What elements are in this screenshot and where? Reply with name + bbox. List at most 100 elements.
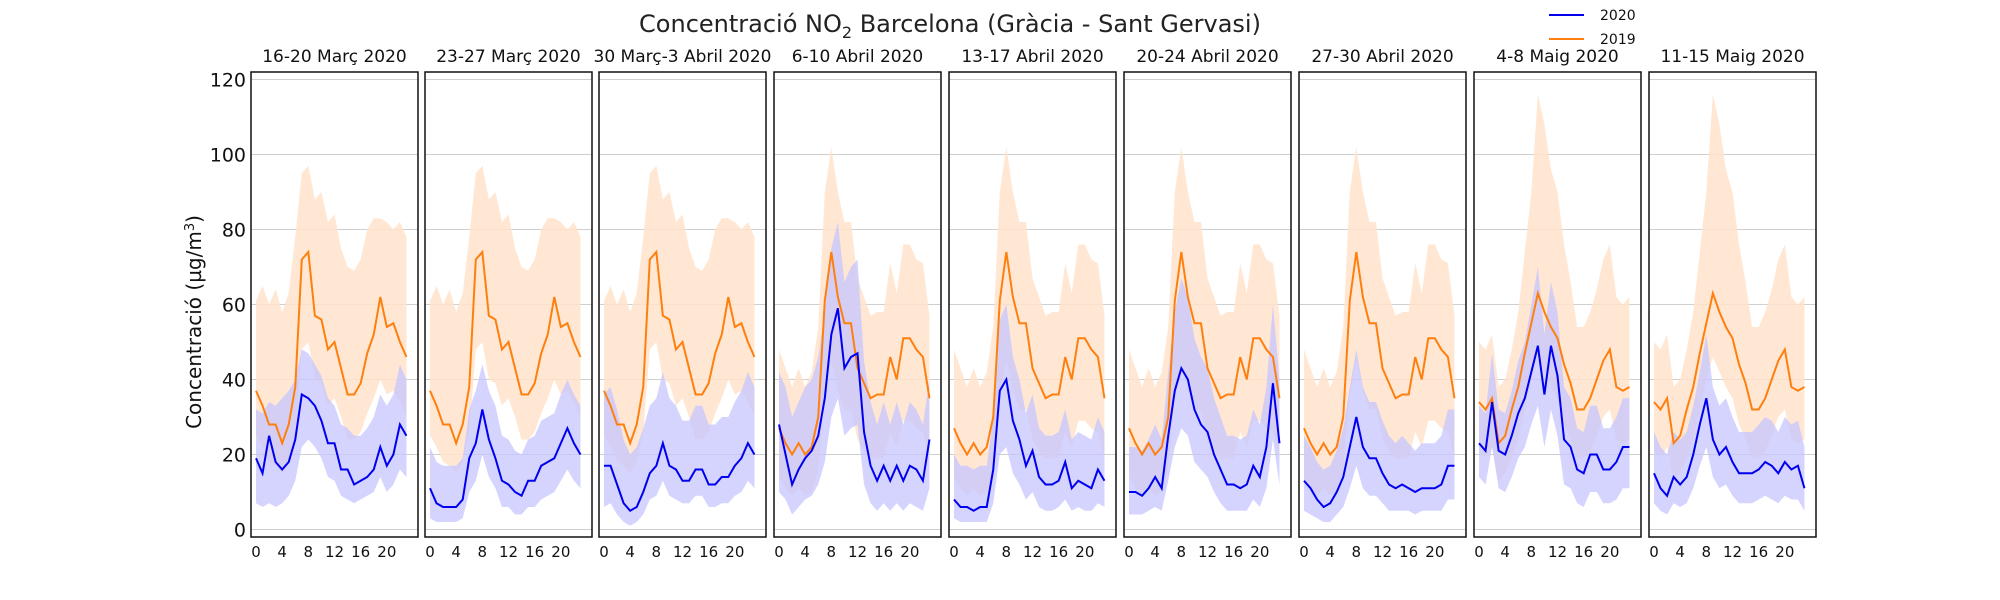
panel-frame	[1123, 71, 1292, 538]
panel-title: 6-10 Abril 2020	[792, 47, 924, 67]
line-2019	[1653, 289, 1805, 446]
x-tick-label: 16	[1049, 543, 1068, 561]
panel-title: 16-20 Març 2020	[262, 47, 407, 67]
band-2020	[604, 372, 755, 526]
line-2020	[604, 439, 756, 513]
panel-frame	[598, 71, 767, 538]
y-tick-label: 40	[222, 370, 246, 392]
y-tick-label: 0	[234, 520, 246, 542]
x-tick-label: 20	[900, 543, 919, 561]
panel-frame	[773, 71, 942, 538]
x-tick-label: 0	[1124, 543, 1134, 561]
x-tick-label: 16	[1399, 543, 1418, 561]
x-tick-label: 8	[304, 543, 314, 561]
legend-label-2020: 2020	[1600, 8, 1636, 24]
x-tick-label: 0	[774, 543, 784, 561]
x-tick-label: 0	[1474, 543, 1484, 561]
legend-label-2019: 2019	[1600, 32, 1636, 48]
band-2020	[1654, 334, 1805, 515]
x-tick-label: 12	[673, 543, 692, 561]
x-tick-label: 12	[848, 543, 867, 561]
x-tick-label: 4	[625, 543, 635, 561]
band-2020	[1479, 267, 1630, 507]
panel-title: 4-8 Maig 2020	[1496, 47, 1618, 67]
x-tick-label: 12	[1023, 543, 1042, 561]
x-tick-label: 4	[975, 543, 985, 561]
x-tick-label: 8	[1702, 543, 1712, 561]
x-tick-label: 8	[1527, 543, 1537, 561]
x-tick-label: 0	[1299, 543, 1309, 561]
panel-title: 30 Març-3 Abril 2020	[594, 47, 772, 67]
x-tick-label: 0	[425, 543, 435, 561]
panel-frame	[250, 71, 419, 538]
panel-frame	[1648, 71, 1817, 538]
x-tick-label: 16	[1749, 543, 1768, 561]
x-tick-label: 4	[1150, 543, 1160, 561]
x-tick-label: 20	[377, 543, 396, 561]
panel-3: 30 Març-3 Abril 2020 0 4 8 12 16 20	[594, 47, 772, 561]
panel-frame	[424, 71, 593, 538]
band-2019	[1304, 147, 1455, 496]
line-2020	[1303, 416, 1455, 509]
x-tick-label: 8	[478, 543, 488, 561]
x-tick-label: 4	[1500, 543, 1510, 561]
line-2020	[1478, 345, 1630, 475]
line-2020	[1129, 365, 1281, 498]
x-tick-label: 0	[949, 543, 959, 561]
x-tick-label: 16	[351, 543, 370, 561]
line-2019	[1303, 251, 1456, 457]
line-2020	[953, 376, 1106, 512]
band-2019	[954, 147, 1105, 496]
x-tick-label: 4	[800, 543, 810, 561]
panel-frame	[1473, 71, 1642, 538]
x-tick-label: 20	[1775, 543, 1794, 561]
y-tick-label: 20	[222, 445, 246, 467]
panel-7: 27-30 Abril 2020 0 4 8 12 16 20	[1298, 47, 1467, 561]
y-tick-label: 120	[210, 70, 246, 92]
x-tick-label: 8	[652, 543, 662, 561]
panel-1: 16-20 Març 2020 0 4 8 12 16 20	[250, 47, 419, 561]
line-2019	[429, 249, 582, 447]
x-tick-label: 16	[525, 543, 544, 561]
line-2020	[429, 409, 582, 508]
line-2019	[255, 249, 408, 447]
panel-frame	[948, 71, 1117, 538]
panel-title: 13-17 Abril 2020	[961, 47, 1103, 67]
x-tick-label: 4	[277, 543, 287, 561]
x-tick-label: 8	[1352, 543, 1362, 561]
x-tick-label: 16	[699, 543, 718, 561]
x-tick-label: 8	[1177, 543, 1187, 561]
legend: 2020 2019	[1549, 8, 1636, 48]
line-2020	[255, 392, 408, 486]
panel-title: 27-30 Abril 2020	[1311, 47, 1453, 67]
x-tick-label: 12	[1723, 543, 1742, 561]
x-tick-label: 20	[1250, 543, 1269, 561]
x-tick-label: 20	[1425, 543, 1444, 561]
y-tick-label: 60	[222, 295, 246, 317]
line-2019	[1128, 251, 1281, 457]
x-tick-label: 12	[499, 543, 518, 561]
x-tick-label: 20	[1600, 543, 1619, 561]
panel-5: 13-17 Abril 2020 0 4 8 12 16 20	[948, 47, 1117, 561]
x-tick-label: 16	[1574, 543, 1593, 561]
x-tick-label: 16	[874, 543, 893, 561]
panel-frame	[1298, 71, 1467, 538]
x-tick-label: 16	[1224, 543, 1243, 561]
x-tick-label: 12	[1373, 543, 1392, 561]
panel-title: 20-24 Abril 2020	[1136, 47, 1278, 67]
x-tick-label: 20	[725, 543, 744, 561]
line-2020	[1653, 398, 1806, 498]
panel-9: 11-15 Maig 2020 0 4 8 12 16 20	[1648, 47, 1817, 561]
line-2019	[953, 251, 1106, 457]
line-2019	[1478, 289, 1630, 446]
band-2020	[430, 364, 581, 522]
x-tick-label: 8	[827, 543, 837, 561]
line-2019	[778, 251, 931, 457]
panel-4: 6-10 Abril 2020 0 4 8 12 16 20	[773, 47, 942, 561]
panel-6: 20-24 Abril 2020 0 4 8 12 16 20	[1123, 47, 1292, 561]
panel-8: 4-8 Maig 2020 0 4 8 12 16 20	[1473, 47, 1642, 561]
x-tick-label: 12	[1198, 543, 1217, 561]
line-2019	[603, 249, 756, 447]
